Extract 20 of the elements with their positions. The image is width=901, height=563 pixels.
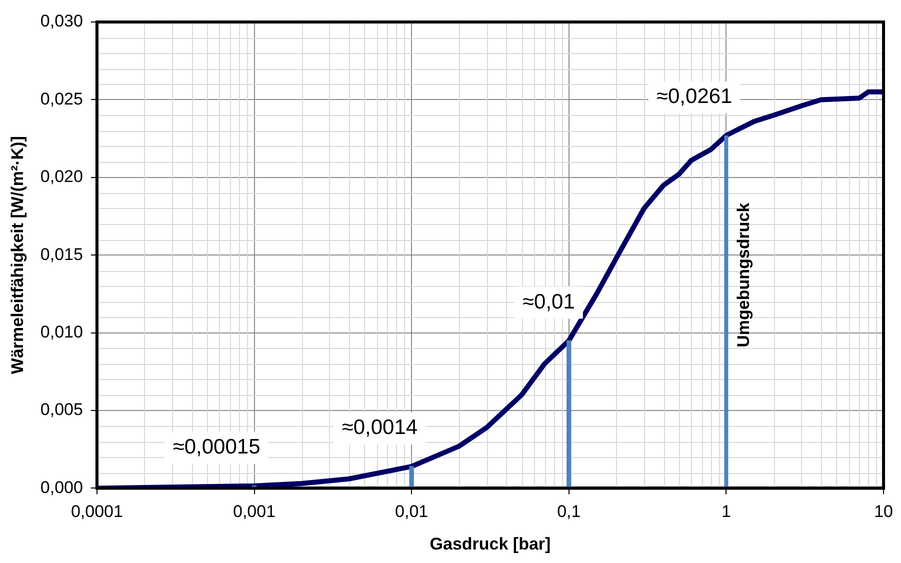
y-tick-label: 0,020	[40, 167, 83, 186]
annotation: ≈0,01	[522, 290, 575, 314]
x-tick-label: 10	[874, 502, 894, 522]
y-tick-label: 0,025	[40, 89, 83, 108]
x-tick-label: 0,0001	[70, 502, 123, 522]
y-tick-label: 0,030	[40, 12, 83, 31]
ref-line-label: Umgebungsdruck	[734, 202, 753, 348]
annotation: ≈0,0261	[656, 85, 732, 108]
x-tick-label: 0,1	[557, 502, 581, 522]
annotation: ≈0,00015	[172, 436, 260, 459]
y-tick-label: 0,010	[40, 322, 83, 342]
x-axis-title: Gasdruck [bar]	[430, 534, 551, 554]
x-tick-label: 1	[721, 502, 731, 522]
y-tick-label: 0,015	[40, 244, 83, 264]
y-tick-label: 0,005	[40, 400, 83, 420]
x-tick-label: 0,001	[232, 502, 276, 522]
y-axis-title: Wärmeleitfähigkeit [W/(m²·K)]	[8, 136, 27, 374]
y-tick-label: 0,000	[40, 478, 83, 497]
x-tick-label: 0,01	[395, 502, 428, 522]
annotation: ≈0,0014	[342, 416, 418, 440]
